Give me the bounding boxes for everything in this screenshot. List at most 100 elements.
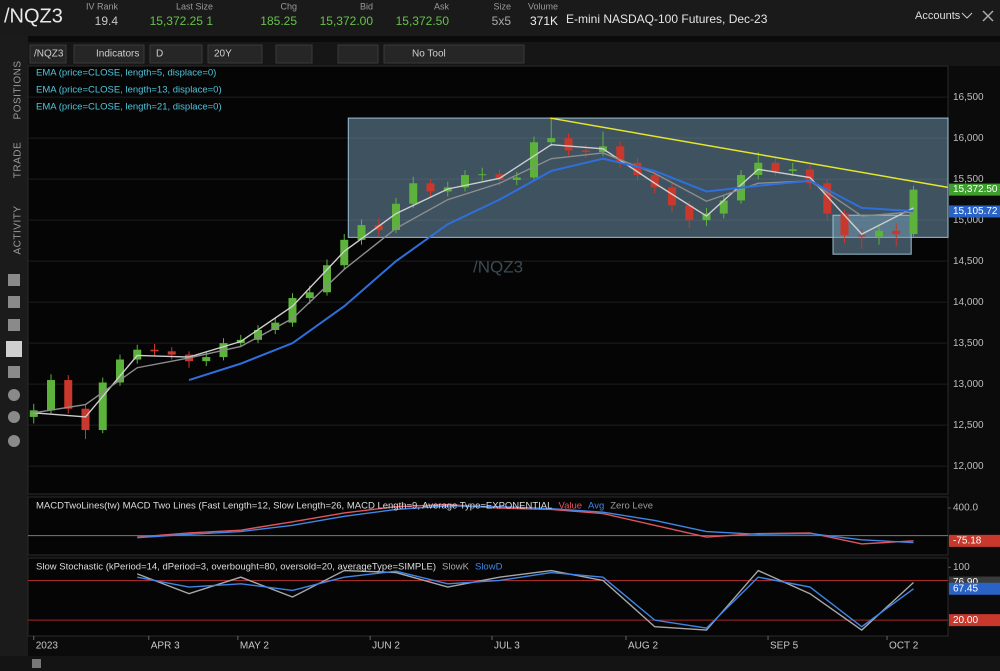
price-marker-label: -75.18 (953, 535, 982, 546)
pane (27, 557, 949, 637)
y-tick-label: 14,500 (953, 256, 984, 267)
close-button[interactable] (982, 10, 994, 22)
study-label: EMA (price=CLOSE, length=5, displace=0) (36, 68, 216, 79)
style-select[interactable] (275, 44, 313, 64)
x-tick-label: JUN 2 (372, 641, 400, 652)
price-marker (949, 534, 1000, 547)
symbol: /NQZ3 (4, 5, 63, 27)
study-label: EMA (price=CLOSE, length=21, displace=0) (36, 102, 222, 113)
toolbar-symbol[interactable]: /NQZ3 (34, 49, 64, 60)
candle-body (771, 162, 780, 171)
candle-body (581, 150, 590, 153)
field-label: Size (493, 1, 511, 11)
y-tick-label: 16,000 (953, 133, 984, 144)
tool-select[interactable] (383, 44, 525, 64)
drawings-select[interactable] (337, 44, 379, 64)
candle-body (478, 174, 487, 176)
field-value: 15,372.50 (396, 14, 450, 28)
aggregation-select[interactable] (149, 44, 203, 64)
symbol-box[interactable] (29, 44, 67, 64)
status-bar (0, 656, 1000, 671)
toolbar-indicators[interactable]: Indicators (96, 49, 139, 60)
icon[interactable] (8, 435, 20, 447)
candle-body (892, 230, 901, 235)
toolbar-tool[interactable]: No Tool (412, 49, 446, 60)
trade-tab[interactable]: TRADE (13, 142, 24, 178)
positions-tab[interactable]: POSITIONS (13, 61, 24, 120)
candle-body (116, 359, 124, 383)
toolbar-buttons (29, 44, 525, 64)
candle-body (305, 292, 314, 299)
chart: 12,000 12,500 13,000 13,500 14,000 14,500 15,0… (27, 65, 1000, 652)
field-value: 371K (530, 14, 558, 28)
candle-body (530, 142, 538, 178)
price-marker-label: 20.00 (953, 615, 978, 626)
icon[interactable] (8, 274, 20, 286)
toolbar-aggregation[interactable]: D (156, 49, 163, 60)
candle-body (271, 322, 280, 331)
candle-body (633, 162, 642, 176)
candle-body (512, 177, 521, 180)
trend-line (549, 117, 949, 189)
y-tick-label: 13,500 (953, 338, 984, 349)
candle-body (29, 410, 38, 417)
field-value: 15,372.00 (320, 14, 374, 28)
candle-body (64, 380, 73, 409)
price-marker (949, 183, 1000, 196)
candle-body (668, 187, 676, 206)
candle-body (288, 298, 297, 323)
icon[interactable] (8, 296, 20, 308)
candle-body (909, 189, 918, 235)
candle-body (340, 239, 349, 266)
sidebar-icons (6, 274, 22, 447)
y-tick-label: 15,000 (953, 215, 984, 226)
y-tick-label: 14,000 (953, 297, 984, 308)
field-value: 15,372.25 1 (150, 14, 214, 28)
price-marker-label: 76.90 (953, 577, 978, 588)
activity-tab[interactable]: ACTIVITY (13, 205, 24, 254)
accounts-button[interactable]: Accounts (915, 10, 961, 22)
price-marker-label: 15,105.72 (953, 206, 998, 217)
candle-body (495, 174, 504, 180)
study-label: EMA (price=CLOSE, length=13, displace=0) (36, 85, 222, 96)
description: E-mini NASDAQ-100 Futures, Dec-23 (566, 12, 768, 26)
indicators-button[interactable] (73, 44, 145, 64)
icon[interactable] (8, 319, 20, 331)
price-marker (949, 582, 1000, 595)
study-title: MACDTwoLines(tw) MACD Two Lines (Fast Le… (36, 501, 552, 512)
candle-body (616, 146, 625, 163)
toolbar-period[interactable]: 20Y (214, 49, 232, 60)
x-tick-label: SEP 5 (770, 641, 799, 652)
icon[interactable] (8, 366, 20, 378)
period-select[interactable] (207, 44, 263, 64)
field-value: 5x5 (492, 14, 512, 28)
y-tick-label: 12,500 (953, 420, 984, 431)
candle-body (81, 408, 90, 431)
accounts-caret[interactable] (961, 12, 973, 19)
study-title: Slow Stochastic (kPeriod=14, dPeriod=3, … (36, 562, 436, 573)
watermark: /NQZ3 (473, 257, 523, 276)
y-tick-label: 12,000 (953, 461, 984, 472)
line (33, 152, 914, 414)
line (137, 570, 914, 629)
header-bar (0, 0, 1000, 36)
price-marker-label: 67.45 (953, 583, 978, 594)
legend-entry: Value (558, 501, 582, 512)
x-tick-label: OCT 2 (889, 641, 919, 652)
status-icon[interactable] (32, 659, 41, 668)
field-value: 19.4 (95, 14, 119, 28)
field-value: 185.25 (260, 14, 297, 28)
line (188, 157, 914, 381)
x-tick-label: JUL 3 (494, 641, 520, 652)
y-tick-label: 100 (953, 562, 970, 573)
candle-body (167, 351, 176, 355)
candle-body (823, 183, 832, 214)
icon[interactable] (8, 411, 20, 423)
icon[interactable] (8, 389, 20, 401)
icon[interactable] (6, 341, 22, 357)
x-tick-label: MAY 2 (240, 641, 270, 652)
candle-body (133, 349, 142, 360)
candle-body (840, 213, 849, 235)
x-tick-label: APR 3 (151, 641, 180, 652)
